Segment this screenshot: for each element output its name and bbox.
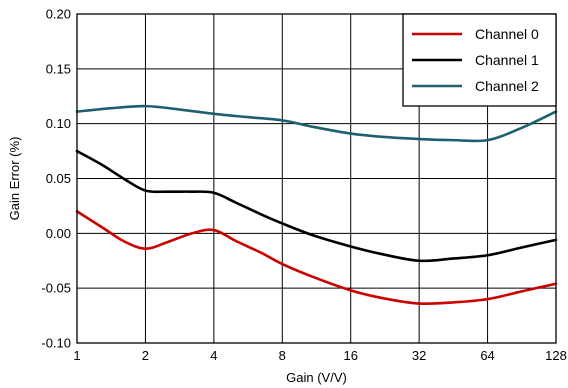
series-lines [75, 104, 558, 306]
x-axis-label: Gain (V/V) [286, 370, 347, 385]
series-line-channel-0 [75, 210, 558, 306]
x-tick-label: 32 [412, 348, 426, 363]
legend: Channel 0 Channel 1 Channel 2 [402, 13, 557, 107]
x-tick-label: 4 [210, 348, 217, 363]
x-tick-label: 2 [142, 348, 149, 363]
x-tick-label: 16 [343, 348, 357, 363]
legend-label-channel-1: Channel 1 [475, 52, 539, 68]
x-tick-label: 64 [480, 348, 494, 363]
y-tick-label: -0.05 [41, 281, 71, 296]
x-tick-label: 8 [279, 348, 286, 363]
y-tick-label: 0.00 [46, 226, 71, 241]
legend-label-channel-0: Channel 0 [475, 26, 539, 42]
series-line-channel-1 [75, 149, 558, 263]
y-tick-label: 0.15 [46, 61, 71, 76]
y-axis-label: Gain Error (%) [7, 137, 22, 221]
y-tick-label: -0.10 [41, 336, 71, 351]
x-tick-label: 1 [73, 348, 80, 363]
legend-label-channel-2: Channel 2 [475, 78, 539, 94]
x-tick-label: 128 [545, 348, 567, 363]
tick-labels: -0.10 -0.05 0.00 0.05 0.10 0.15 0.20 1 2 4 8 16 32 64… [41, 7, 566, 364]
plot-frame [76, 13, 557, 344]
y-tick-label: 0.10 [46, 116, 71, 131]
y-tick-label: 0.20 [46, 7, 71, 22]
y-tick-label: 0.05 [46, 171, 71, 186]
series-line-channel-2 [75, 104, 558, 143]
